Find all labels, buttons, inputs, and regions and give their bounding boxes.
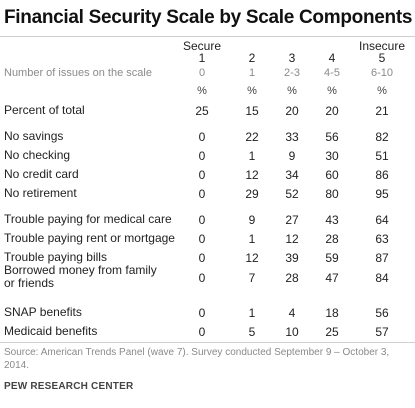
source-note: Source: American Trends Panel (wave 7). … xyxy=(4,347,390,371)
row-label: No retirement xyxy=(4,186,77,200)
table-cell: 0 xyxy=(198,271,206,285)
table-cell: 0 xyxy=(198,130,206,144)
table-cell: 51 xyxy=(375,149,389,163)
table-cell: 0 xyxy=(198,306,206,320)
table-cell: 12 xyxy=(285,232,299,246)
table-cell: 63 xyxy=(375,232,389,246)
row-label: Trouble paying for medical care xyxy=(4,212,172,226)
table-cell: 47 xyxy=(325,271,339,285)
table-cell: 1 xyxy=(248,232,256,246)
table-cell: 0 xyxy=(198,213,206,227)
table-cell: 0 xyxy=(198,325,206,339)
column-number: 3 xyxy=(288,51,296,65)
column-unit: % xyxy=(287,85,297,97)
table-cell: 59 xyxy=(325,251,339,265)
table-cell: 21 xyxy=(375,104,389,118)
table-cell: 80 xyxy=(325,187,339,201)
table-cell: 12 xyxy=(245,168,259,182)
table-cell: 27 xyxy=(285,213,299,227)
table-cell: 95 xyxy=(375,187,389,201)
top-rule xyxy=(0,36,415,37)
table-cell: 5 xyxy=(248,325,256,339)
column-name: Secure xyxy=(182,39,222,53)
table-cell: 12 xyxy=(245,251,259,265)
column-issues: 2-3 xyxy=(284,67,300,79)
table-cell: 86 xyxy=(375,168,389,182)
row-label: Borrowed money from family or friends xyxy=(4,263,157,290)
row-label: Medicaid benefits xyxy=(4,324,98,338)
chart-title: Financial Security Scale by Scale Compon… xyxy=(4,7,413,28)
row-label: SNAP benefits xyxy=(4,305,82,319)
table-cell: 22 xyxy=(245,130,259,144)
column-unit: % xyxy=(327,85,337,97)
table-cell: 9 xyxy=(288,149,296,163)
table-cell: 0 xyxy=(198,168,206,182)
column-number: 5 xyxy=(378,51,386,65)
table-cell: 25 xyxy=(195,104,209,118)
table-cell: 0 xyxy=(198,187,206,201)
column-unit: % xyxy=(377,85,387,97)
table-cell: 39 xyxy=(285,251,299,265)
table-cell: 57 xyxy=(375,325,389,339)
column-issues: 6-10 xyxy=(370,67,394,79)
column-issues: 1 xyxy=(248,67,256,79)
table-cell: 9 xyxy=(248,213,256,227)
table-cell: 64 xyxy=(375,213,389,227)
table-cell: 25 xyxy=(325,325,339,339)
table-cell: 28 xyxy=(325,232,339,246)
column-issues: 4-5 xyxy=(324,67,340,79)
table-cell: 29 xyxy=(245,187,259,201)
column-number: 1 xyxy=(198,51,206,65)
table-cell: 15 xyxy=(245,104,259,118)
row-label: No credit card xyxy=(4,167,79,181)
table-cell: 33 xyxy=(285,130,299,144)
row-label: Trouble paying rent or mortgage xyxy=(4,231,175,245)
column-unit: % xyxy=(197,85,207,97)
row-label: Trouble paying bills xyxy=(4,250,107,264)
column-name: Insecure xyxy=(358,39,406,53)
table-cell: 18 xyxy=(325,306,339,320)
bottom-rule xyxy=(0,342,415,343)
table-cell: 10 xyxy=(285,325,299,339)
table-cell: 28 xyxy=(285,271,299,285)
column-number: 4 xyxy=(328,51,336,65)
table-cell: 0 xyxy=(198,251,206,265)
table-cell: 56 xyxy=(375,306,389,320)
table-cell: 1 xyxy=(248,149,256,163)
table-cell: 84 xyxy=(375,271,389,285)
table-cell: 43 xyxy=(325,213,339,227)
row-label: Percent of total xyxy=(4,103,85,117)
table-cell: 0 xyxy=(198,232,206,246)
table-cell: 34 xyxy=(285,168,299,182)
table-cell: 60 xyxy=(325,168,339,182)
column-issues: 0 xyxy=(198,67,206,79)
table-cell: 82 xyxy=(375,130,389,144)
table-cell: 87 xyxy=(375,251,389,265)
table-cell: 7 xyxy=(248,271,256,285)
table-cell: 56 xyxy=(325,130,339,144)
row-label: No savings xyxy=(4,129,64,143)
table-cell: 20 xyxy=(285,104,299,118)
credit-line: PEW RESEARCH CENTER xyxy=(4,381,134,392)
table-cell: 20 xyxy=(325,104,339,118)
issues-label: Number of issues on the scale xyxy=(4,67,152,79)
table-cell: 30 xyxy=(325,149,339,163)
column-unit: % xyxy=(247,85,257,97)
table-cell: 52 xyxy=(285,187,299,201)
row-label: No checking xyxy=(4,148,71,162)
table-cell: 0 xyxy=(198,149,206,163)
table-cell: 4 xyxy=(288,306,296,320)
table-cell: 1 xyxy=(248,306,256,320)
column-number: 2 xyxy=(248,51,256,65)
